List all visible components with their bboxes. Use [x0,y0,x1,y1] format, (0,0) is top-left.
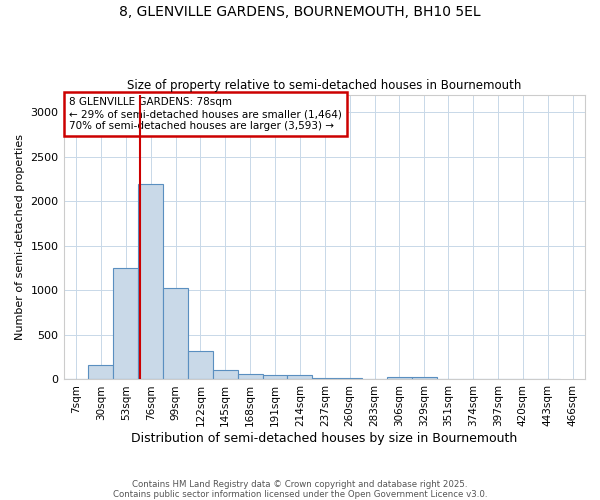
Bar [287,376,313,380]
Bar [64,378,88,380]
Bar [263,374,287,380]
Bar [163,288,188,380]
Bar [188,351,213,380]
Bar [313,378,337,380]
Bar [88,365,113,380]
Bar [412,377,437,380]
Bar [337,378,362,380]
Bar [138,184,163,380]
Title: Size of property relative to semi-detached houses in Bournemouth: Size of property relative to semi-detach… [127,79,521,92]
Text: 8, GLENVILLE GARDENS, BOURNEMOUTH, BH10 5EL: 8, GLENVILLE GARDENS, BOURNEMOUTH, BH10 … [119,5,481,19]
X-axis label: Distribution of semi-detached houses by size in Bournemouth: Distribution of semi-detached houses by … [131,432,517,445]
Bar [213,370,238,380]
Bar [387,377,412,380]
Text: Contains HM Land Registry data © Crown copyright and database right 2025.
Contai: Contains HM Land Registry data © Crown c… [113,480,487,499]
Bar [113,268,138,380]
Y-axis label: Number of semi-detached properties: Number of semi-detached properties [15,134,25,340]
Text: 8 GLENVILLE GARDENS: 78sqm
← 29% of semi-detached houses are smaller (1,464)
70%: 8 GLENVILLE GARDENS: 78sqm ← 29% of semi… [69,98,341,130]
Bar [238,374,263,380]
